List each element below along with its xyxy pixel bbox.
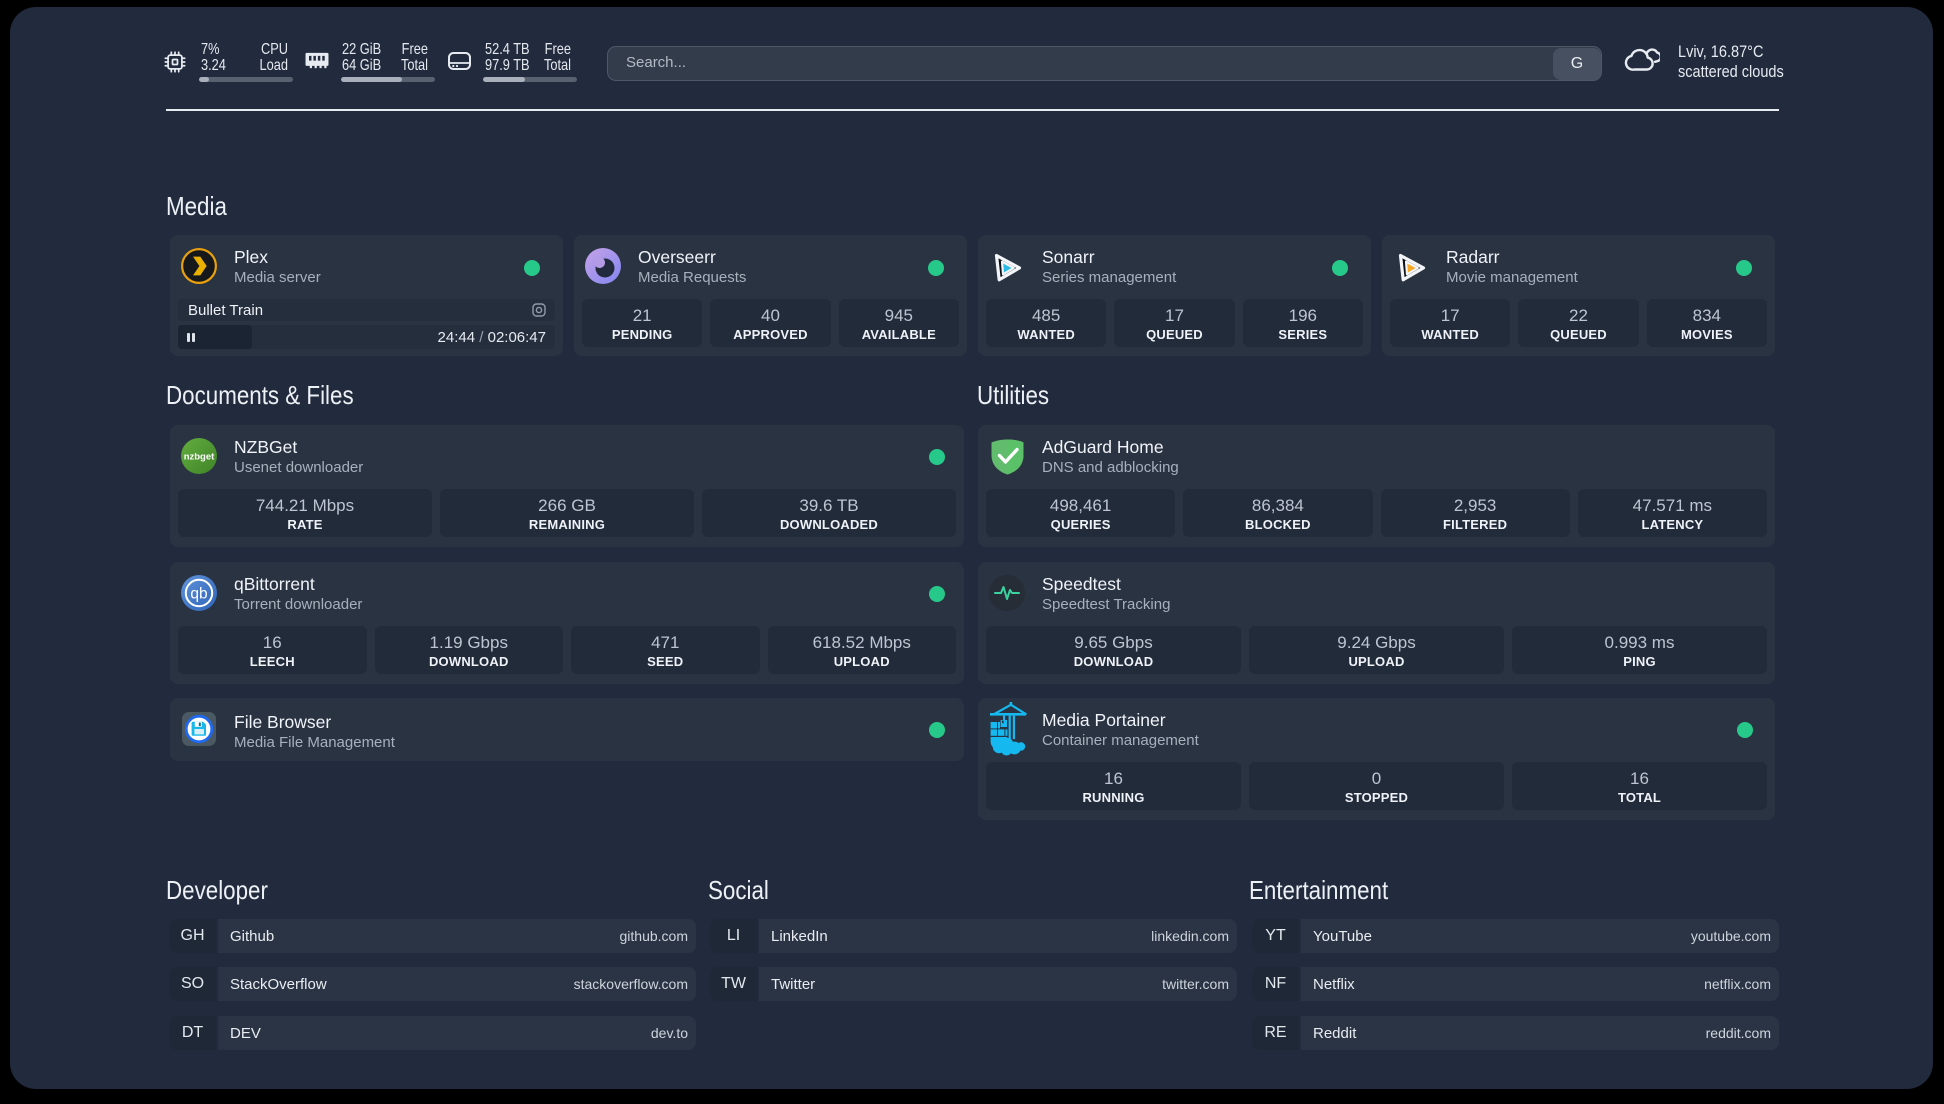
svg-text:qb: qb [190,586,207,603]
svg-text:nzbget: nzbget [184,452,215,463]
